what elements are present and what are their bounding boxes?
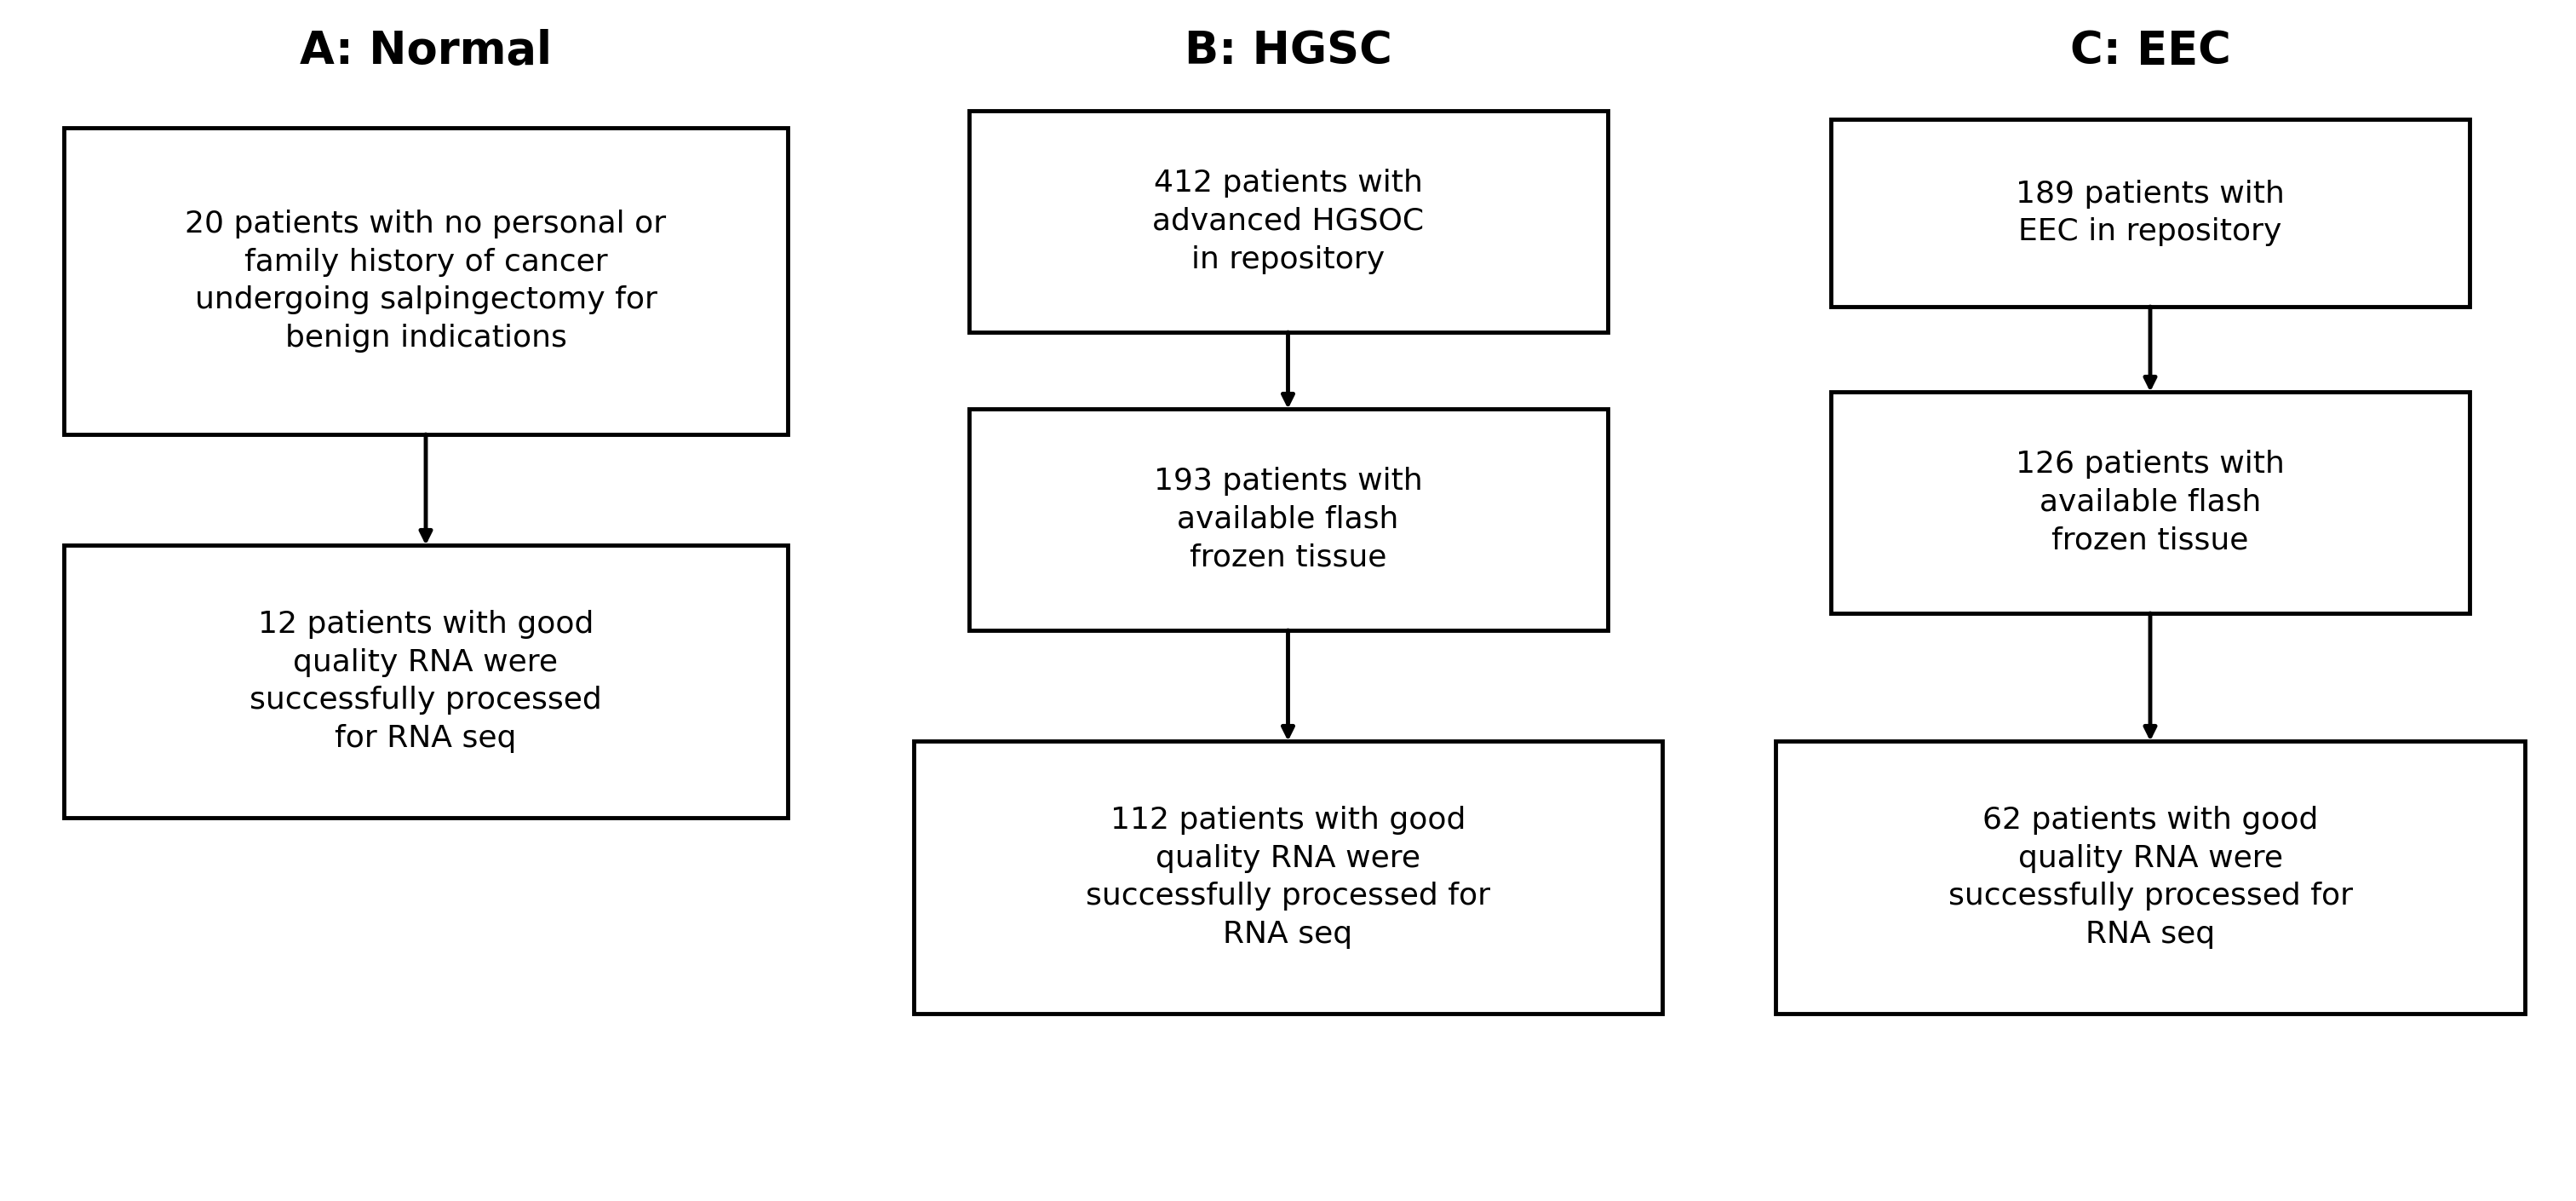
Text: 12 patients with good
quality RNA were
successfully processed
for RNA seq: 12 patients with good quality RNA were s…	[250, 610, 603, 753]
Text: 20 patients with no personal or
family history of cancer
undergoing salpingectom: 20 patients with no personal or family h…	[185, 209, 667, 353]
Text: 189 patients with
EEC in repository: 189 patients with EEC in repository	[2017, 179, 2285, 246]
Text: 412 patients with
advanced HGSOC
in repository: 412 patients with advanced HGSOC in repo…	[1151, 169, 1425, 274]
FancyBboxPatch shape	[969, 110, 1607, 333]
Text: 62 patients with good
quality RNA were
successfully processed for
RNA seq: 62 patients with good quality RNA were s…	[1947, 806, 2352, 949]
FancyBboxPatch shape	[1832, 392, 2470, 614]
Text: A: Normal: A: Normal	[299, 29, 551, 73]
Text: C: EEC: C: EEC	[2069, 29, 2231, 73]
Text: B: HGSC: B: HGSC	[1185, 29, 1391, 73]
Text: 193 patients with
available flash
frozen tissue: 193 patients with available flash frozen…	[1154, 467, 1422, 572]
FancyBboxPatch shape	[64, 127, 788, 435]
FancyBboxPatch shape	[1832, 119, 2470, 306]
Text: 126 patients with
available flash
frozen tissue: 126 patients with available flash frozen…	[2017, 450, 2285, 555]
FancyBboxPatch shape	[64, 545, 788, 818]
FancyBboxPatch shape	[969, 408, 1607, 631]
FancyBboxPatch shape	[1775, 741, 2524, 1014]
FancyBboxPatch shape	[914, 741, 1662, 1014]
Text: 112 patients with good
quality RNA were
successfully processed for
RNA seq: 112 patients with good quality RNA were …	[1084, 806, 1492, 949]
